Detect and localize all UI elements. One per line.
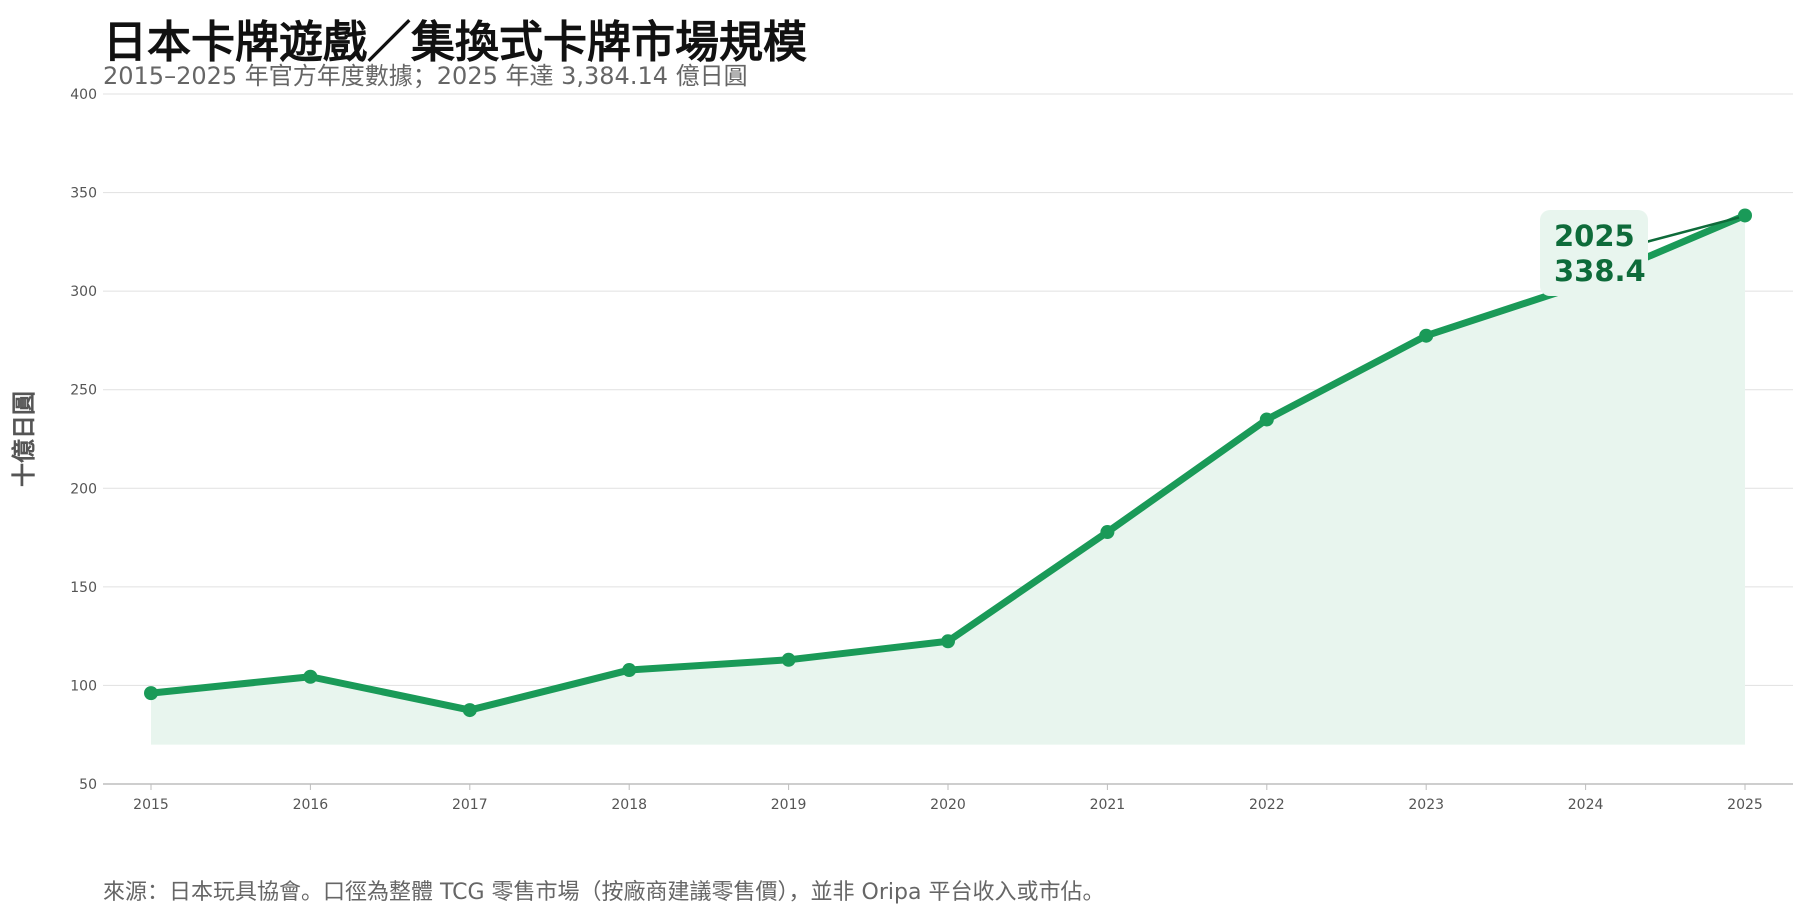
source-note: 來源：日本玩具協會。口徑為整體 TCG 零售市場（按廠商建議零售價），並非 Or…	[103, 880, 1105, 905]
data-point-2019	[781, 652, 796, 667]
data-point-2015	[144, 686, 158, 701]
data-point-2018	[622, 663, 637, 678]
y-axis-title: 十億日圓	[10, 391, 38, 487]
y-tick-label: 150	[70, 580, 97, 596]
callout-box	[1540, 210, 1648, 296]
axes: 50 100 150 200 250 300 350 400 2015 2016 2017 2018 2…	[10, 87, 1793, 813]
y-tick-label: 100	[70, 678, 97, 694]
x-tick-label: 2016	[293, 797, 329, 813]
data-point-2023	[1419, 328, 1434, 343]
data-point-2020	[941, 634, 955, 649]
data-point-2017	[462, 703, 477, 718]
y-tick-label: 400	[70, 87, 97, 103]
x-tick-label: 2021	[1090, 797, 1126, 813]
data-point-2016	[303, 669, 318, 684]
chart-title: 日本卡牌遊戲／集換式卡牌市場規模	[103, 17, 807, 68]
data-point-2021	[1100, 525, 1115, 540]
x-tick-label: 2018	[611, 797, 647, 813]
callout-value-label: 338.4	[1554, 254, 1646, 288]
x-tick-label: 2025	[1727, 797, 1763, 813]
x-tick-label: 2020	[930, 797, 966, 813]
x-tick-label: 2024	[1568, 797, 1604, 813]
area-path	[151, 215, 1745, 745]
y-tick-label: 250	[70, 383, 97, 399]
x-tick-label: 2017	[452, 797, 488, 813]
y-tick-label: 200	[70, 481, 97, 497]
x-tick-label: 2015	[133, 797, 169, 813]
data-point-2022	[1259, 412, 1274, 427]
y-tick-label: 300	[70, 284, 97, 300]
y-tick-label: 50	[79, 777, 97, 793]
data-point-2025	[1738, 208, 1752, 223]
x-tick-label: 2019	[771, 797, 807, 813]
area-fill	[151, 215, 1745, 745]
y-tick-label: 350	[70, 186, 97, 202]
x-tick-label: 2023	[1408, 797, 1444, 813]
x-tick-label: 2022	[1249, 797, 1285, 813]
chart-subtitle: 2015–2025 年官方年度數據；2025 年達 3,384.14 億日圓	[103, 62, 748, 90]
callout-leader	[1645, 216, 1740, 244]
callout-year-label: 2025	[1554, 219, 1635, 253]
